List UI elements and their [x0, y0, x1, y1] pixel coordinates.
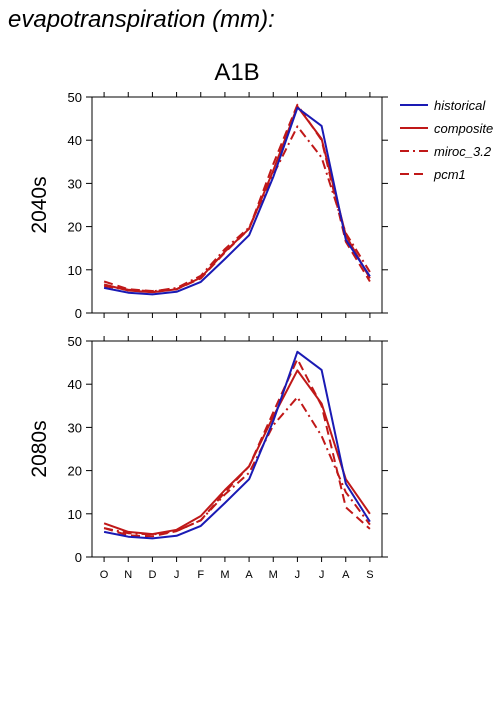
x-tick-label: J: [295, 569, 301, 581]
panel-2080s: 0 10 20 30 40 50 2080s: [28, 334, 388, 565]
panel-2040s: 0 10 20 30 40 50 2040s: [28, 90, 388, 321]
y-tick-label: 50: [68, 90, 82, 105]
legend-label: miroc_3.2: [434, 144, 492, 159]
series-line-composite: [103, 105, 371, 294]
x-tick-label: O: [100, 569, 109, 581]
x-tick-label: F: [197, 569, 204, 581]
y-tick-label: 10: [68, 263, 82, 278]
y-tick-label: 10: [68, 507, 82, 522]
y-tick-label: 20: [68, 464, 82, 479]
x-tick-label: N: [124, 569, 132, 581]
x-tick-label: S: [366, 569, 373, 581]
series-line-miroc-3-2: [103, 125, 371, 293]
y-tick-label: 30: [68, 420, 82, 435]
panels: 0 10 20 30 40 50 2040s 0 10 20 30 40 50 2080s: [28, 90, 388, 565]
series-line-historical: [103, 350, 371, 540]
plot-frame: [91, 340, 383, 558]
plot-frame: [91, 96, 383, 314]
y-tick-label: 30: [68, 176, 82, 191]
x-tick-label: M: [220, 569, 229, 581]
figure-title: evapotranspiration (mm):: [8, 6, 275, 33]
x-tick-label: A: [342, 569, 350, 581]
x-tick-label: J: [319, 569, 325, 581]
series-line-historical: [103, 106, 371, 296]
y-axis-label: 2080s: [28, 420, 51, 477]
scenario-title: A1B: [214, 59, 259, 86]
y-tick-label: 0: [75, 306, 82, 321]
legend-item: historical: [400, 98, 486, 113]
legend-item: miroc_3.2: [400, 144, 492, 159]
y-tick-label: 0: [75, 550, 82, 565]
legend-label: historical: [434, 98, 486, 113]
series-line-pcm1: [103, 358, 371, 538]
legend-item: pcm1: [400, 167, 466, 182]
legend: historical composite miroc_3.2 pcm1: [400, 98, 493, 182]
x-tick-label: D: [148, 569, 156, 581]
series-line-composite: [103, 369, 371, 536]
legend-item: composite: [400, 121, 493, 136]
legend-label: pcm1: [433, 167, 466, 182]
x-tick-label: J: [174, 569, 180, 581]
y-tick-label: 40: [68, 377, 82, 392]
y-tick-label: 20: [68, 220, 82, 235]
y-axis-label: 2040s: [28, 176, 51, 233]
series-line-miroc-3-2: [103, 396, 371, 536]
x-tick-label: M: [269, 569, 278, 581]
x-tick-label: A: [245, 569, 253, 581]
y-tick-label: 40: [68, 133, 82, 148]
legend-label: composite: [434, 121, 493, 136]
series-line-pcm1: [103, 103, 371, 292]
y-tick-label: 50: [68, 334, 82, 349]
